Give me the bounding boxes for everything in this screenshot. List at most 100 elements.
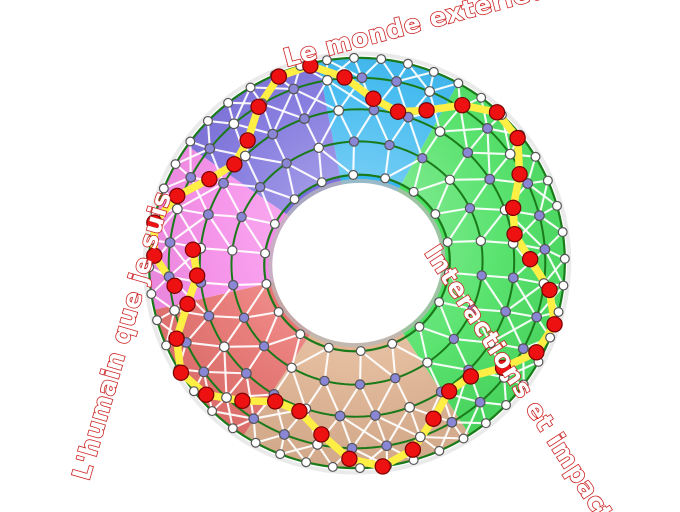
node-mid (444, 174, 456, 185)
mesh-spoke (396, 70, 435, 83)
mesh-spoke (293, 88, 340, 112)
mesh-spoke (489, 316, 538, 344)
mesh-spoke (279, 443, 318, 456)
mesh-spoke (438, 301, 473, 311)
mesh-spoke (469, 178, 491, 209)
mesh-spoke (359, 384, 377, 416)
node-minor (442, 237, 453, 248)
node-major (454, 96, 471, 114)
mesh-spoke (283, 433, 307, 463)
mesh-spoke (407, 63, 431, 93)
mesh-spoke (185, 315, 210, 344)
mesh-spoke (360, 350, 396, 380)
hole-fill (272, 182, 442, 344)
mesh-spoke (318, 146, 354, 176)
node-mid (221, 392, 232, 403)
node-mid (169, 304, 181, 316)
node-minor (161, 340, 172, 351)
node-major (146, 247, 163, 264)
mesh-spoke (232, 249, 266, 255)
mesh-spoke (419, 325, 455, 340)
mesh-spoke (384, 157, 423, 180)
node-mid (254, 181, 266, 193)
node-major (302, 57, 319, 74)
node-mid (507, 272, 519, 284)
node-minor (321, 55, 332, 66)
mesh-spoke (259, 186, 295, 201)
node-minor (434, 445, 445, 456)
node-minor (295, 329, 306, 340)
mesh-spoke (469, 207, 506, 212)
mesh-spoke (207, 213, 234, 252)
mesh-spoke (480, 239, 514, 245)
mesh-spoke (176, 182, 225, 210)
shading-overlay (149, 57, 565, 469)
mesh-spoke (471, 308, 492, 344)
node-mid (236, 211, 247, 223)
mesh-spoke (438, 301, 455, 340)
node-major (184, 241, 202, 258)
node-mid (218, 341, 230, 353)
node-mid (313, 142, 324, 153)
mesh-spoke (451, 421, 486, 425)
node-minor (207, 406, 218, 417)
node-major (336, 69, 353, 86)
node-minor (227, 423, 238, 434)
node-mid (278, 429, 290, 440)
node-mid (424, 86, 436, 97)
mesh-spoke (339, 383, 361, 417)
node-minor (273, 306, 284, 317)
node-mid (198, 366, 210, 378)
mesh-spoke (326, 59, 363, 79)
mesh-spoke (352, 141, 356, 175)
node-major (226, 156, 243, 173)
node-mid (164, 237, 176, 248)
mesh-spoke (290, 367, 307, 410)
mesh-spoke (453, 337, 491, 344)
node-minor (414, 321, 425, 332)
mesh-spoke (462, 401, 482, 439)
node-minor (316, 177, 327, 188)
mesh-spoke (388, 116, 410, 146)
mesh-spoke (420, 435, 464, 440)
node-minor (327, 461, 338, 472)
node-minor (269, 218, 280, 229)
mesh-spoke (339, 415, 388, 447)
node-minor (553, 306, 564, 317)
node-mid (414, 431, 426, 443)
node-minor (545, 332, 556, 343)
node-mid (464, 202, 476, 214)
mesh-spoke (245, 345, 265, 374)
node-major (462, 368, 480, 385)
node-major (504, 199, 522, 217)
node-mid (384, 139, 395, 151)
node-minor (557, 227, 568, 238)
node-minor (430, 209, 441, 220)
node-minor (387, 338, 398, 349)
node-major (389, 103, 407, 120)
node-mid (239, 150, 251, 162)
node-mid (258, 341, 270, 352)
node-mid (204, 143, 216, 155)
mesh-spoke (169, 213, 209, 244)
node-major (521, 251, 539, 268)
node-mid (534, 210, 545, 222)
node-minor (558, 280, 569, 291)
mesh-spoke (435, 207, 471, 216)
node-minor (480, 418, 491, 429)
node-minor (458, 433, 469, 444)
mesh-spoke (317, 147, 323, 183)
node-major (488, 104, 506, 121)
node-minor (188, 386, 199, 397)
mesh-spoke (243, 310, 279, 319)
center-hole (268, 178, 446, 348)
mesh-spoke (505, 282, 545, 313)
mesh-spoke (208, 213, 242, 218)
node-mid (539, 243, 551, 255)
node-mid (381, 440, 393, 452)
mesh-spoke (337, 110, 355, 142)
mesh-spoke (263, 333, 301, 348)
node-mid (484, 173, 496, 185)
mesh-spoke (446, 207, 471, 243)
